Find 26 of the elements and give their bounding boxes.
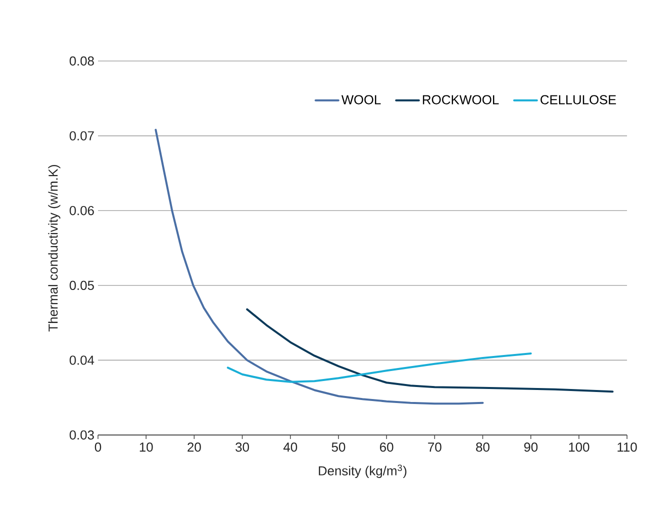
x-tick-label: 60: [380, 442, 394, 452]
x-tick-label: 30: [236, 442, 250, 452]
legend-label: ROCKWOOL: [422, 95, 499, 104]
y-tick-label: 0.08: [70, 56, 94, 66]
x-tick-label: 80: [476, 442, 490, 452]
x-tick-label: 0: [94, 442, 102, 452]
x-tick-label: 40: [283, 442, 298, 452]
x-tick-label: 70: [428, 442, 442, 452]
y-tick-label: 0.06: [70, 206, 94, 216]
x-tick-label: 100: [569, 442, 590, 452]
x-axis-title: Density (kg/m$^{3}$): [318, 464, 406, 478]
line-series: [246, 308, 614, 393]
y-tick-label: 0.04: [70, 356, 94, 365]
x-tick-label: 50: [332, 442, 346, 452]
line-series: [226, 352, 532, 383]
y-tick-label: 0.03: [70, 430, 94, 440]
x-tick-label: 90: [524, 442, 538, 452]
y-axis-title: Thermal conductivity (w/m.K): [48, 165, 60, 332]
legend-label: WOOL: [341, 95, 381, 104]
x-tick-label: 10: [140, 442, 153, 452]
legend-label: CELLULOSE: [540, 95, 616, 104]
x-tick-label: 20: [188, 442, 201, 452]
y-tick-label: 0.05: [70, 280, 94, 290]
x-tick-label: 110: [618, 442, 637, 452]
y-tick-label: 0.07: [70, 131, 94, 140]
line-series: [154, 128, 484, 405]
